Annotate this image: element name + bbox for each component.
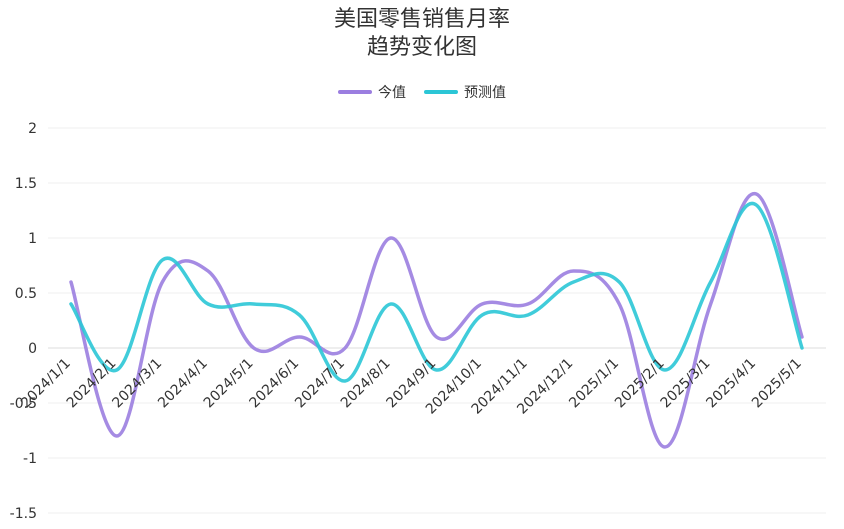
y-tick-label: -0.5 (10, 396, 37, 412)
data-point (161, 281, 164, 284)
data-point (115, 435, 118, 438)
data-point (70, 303, 73, 306)
data-point (709, 303, 712, 306)
legend-item-series-1[interactable]: 预测值 (424, 82, 506, 102)
data-point (709, 281, 712, 284)
data-point (526, 314, 529, 317)
data-point (481, 314, 484, 317)
data-point (161, 259, 164, 262)
data-point (252, 303, 255, 306)
data-point (252, 347, 255, 350)
data-point (755, 193, 758, 196)
y-tick-label: 0 (28, 341, 37, 357)
y-tick-label: 1.5 (15, 176, 37, 192)
data-point (298, 314, 301, 317)
data-point (344, 380, 347, 383)
y-tick-label: -1.5 (10, 506, 37, 522)
data-point (389, 303, 392, 306)
data-point (572, 281, 575, 284)
data-point (389, 237, 392, 240)
chart-title: 美国零售销售月率 (333, 7, 510, 32)
data-point (481, 303, 484, 306)
data-point (435, 336, 438, 339)
series-line-0 (69, 192, 804, 449)
legend-label-series-0: 今值 (378, 85, 406, 101)
y-tick-label: 0.5 (15, 286, 37, 302)
legend: 今值 预测值 (0, 82, 844, 102)
data-point (618, 303, 621, 306)
data-point (618, 281, 621, 284)
y-tick-label: 1 (28, 231, 37, 247)
series-line-1 (69, 201, 804, 383)
data-point (801, 347, 804, 350)
data-point (344, 347, 347, 350)
legend-item-series-0[interactable]: 今值 (338, 82, 406, 102)
data-point (298, 336, 301, 339)
data-point (663, 446, 666, 449)
data-point (70, 281, 73, 284)
data-point (526, 303, 529, 306)
data-point (207, 303, 210, 306)
data-point (207, 270, 210, 273)
legend-swatch-series-0 (338, 90, 372, 94)
data-point (755, 204, 758, 207)
legend-swatch-series-1 (424, 90, 458, 94)
y-tick-label: 2 (28, 121, 37, 137)
data-point (572, 270, 575, 273)
legend-label-series-1: 预测值 (464, 85, 506, 101)
chart-subtitle: 趋势变化图 (366, 35, 477, 60)
y-tick-label: -1 (23, 451, 37, 467)
